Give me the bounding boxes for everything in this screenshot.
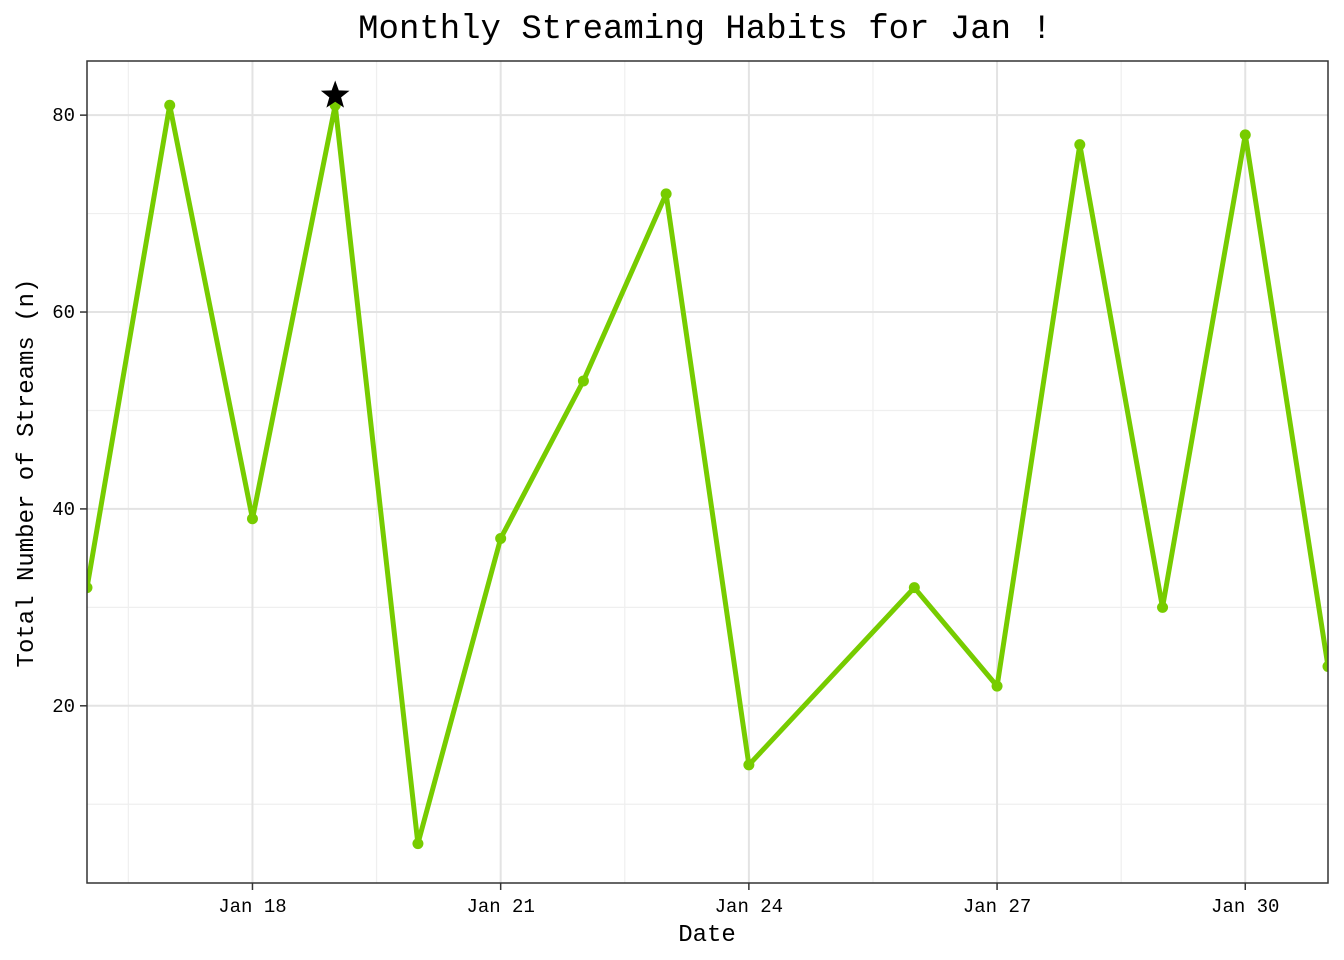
data-point [495, 532, 507, 544]
y-tick-label: 20 [52, 696, 75, 718]
data-point [1322, 660, 1328, 672]
x-axis-label: Date [678, 922, 736, 949]
data-point [908, 582, 920, 594]
plot-panel-border [86, 60, 1329, 884]
data-point [1074, 139, 1086, 151]
series-line [87, 102, 1328, 847]
data-point [1239, 129, 1251, 141]
x-tick-label: Jan 24 [715, 896, 783, 918]
data-point [412, 838, 424, 850]
chart-title: Monthly Streaming Habits for Jan ! [358, 11, 1052, 49]
data-point [87, 582, 93, 594]
data-points [87, 99, 1328, 850]
x-tick-label: Jan 30 [1211, 896, 1279, 918]
y-tick-label: 80 [52, 105, 75, 127]
series-line-layer [87, 102, 1328, 847]
data-point [743, 759, 755, 771]
x-tick-label: Jan 18 [218, 896, 286, 918]
star-icon [320, 80, 350, 108]
x-axis-ticks: Jan 18 Jan 21 Jan 24 Jan 27 Jan 30 [218, 883, 1279, 918]
data-point [991, 680, 1003, 692]
data-point [577, 375, 589, 387]
data-point [660, 188, 672, 200]
y-axis-ticks: 20 40 60 80 [52, 105, 87, 718]
y-tick-label: 40 [52, 499, 75, 521]
data-point [1157, 601, 1169, 613]
x-tick-label: Jan 27 [963, 896, 1031, 918]
highlight-layer [320, 80, 350, 108]
grid [87, 61, 1328, 883]
y-axis-label: Total Number of Streams (n) [14, 279, 41, 668]
x-tick-label: Jan 21 [466, 896, 534, 918]
data-point [246, 513, 258, 525]
data-point [164, 99, 176, 111]
y-tick-label: 60 [52, 302, 75, 324]
